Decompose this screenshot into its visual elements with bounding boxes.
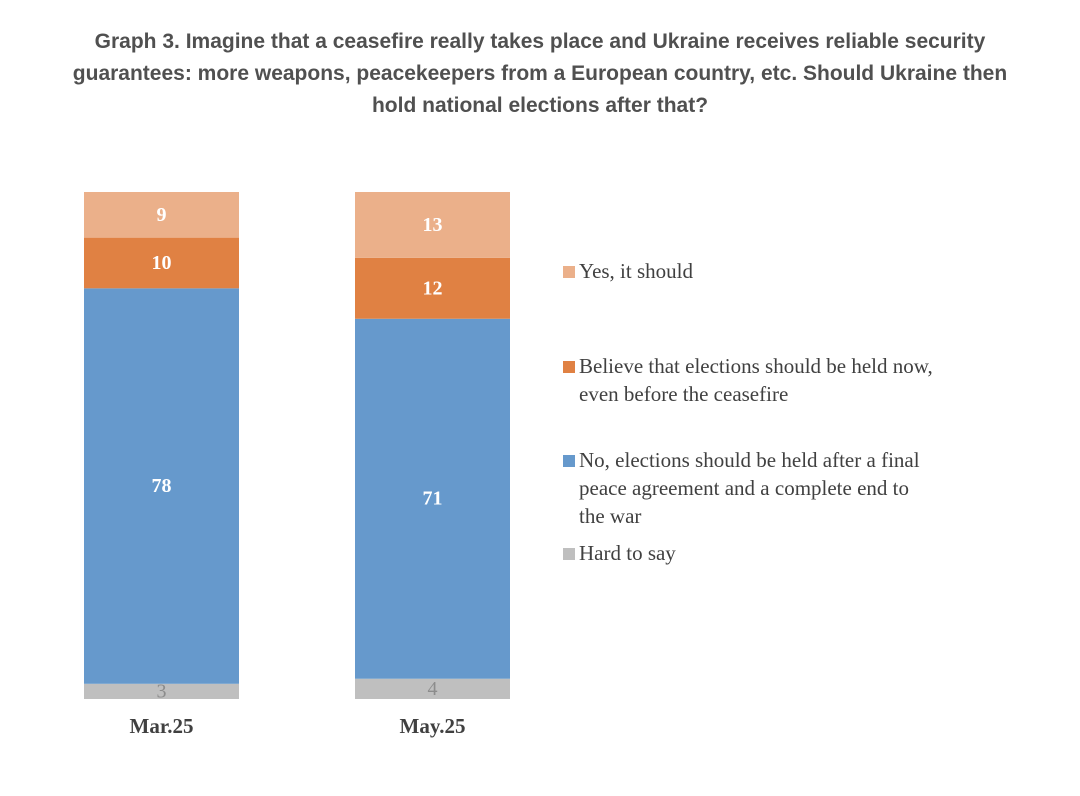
data-label: 13 — [423, 214, 443, 236]
data-label: 3 — [157, 680, 167, 702]
legend-swatch — [563, 266, 575, 278]
legend-label: No, elections should be held after a fin… — [579, 448, 920, 528]
bar-segment — [84, 288, 239, 684]
legend-item: Hard to say — [560, 539, 1030, 567]
bar-segment — [355, 192, 510, 258]
legend-label: Believe that elections should be held no… — [579, 354, 933, 406]
legend-swatch — [563, 455, 575, 467]
legend-item: Believe that elections should be held no… — [560, 352, 1030, 408]
legend-item: Yes, it should — [560, 257, 1030, 285]
chart-title-line: Graph 3. Imagine that a ceasefire really… — [94, 30, 986, 53]
bar-segment — [84, 683, 239, 699]
category-label: May.25 — [400, 714, 466, 738]
bar-segment — [355, 678, 510, 699]
category-label: Mar.25 — [130, 714, 194, 738]
legend-swatch — [563, 361, 575, 373]
data-label: 78 — [152, 475, 172, 497]
data-label: 10 — [152, 252, 172, 274]
bar-segment — [355, 257, 510, 319]
chart-title: Graph 3. Imagine that a ceasefire really… — [20, 26, 1060, 122]
bar-segment — [84, 237, 239, 289]
legend-swatch — [563, 548, 575, 560]
chart-title-line: hold national elections after that? — [371, 94, 709, 117]
data-label: 71 — [423, 488, 443, 510]
bar-segment — [355, 318, 510, 679]
bar-segment — [84, 192, 239, 238]
data-label: 4 — [428, 678, 438, 700]
legend-label: Yes, it should — [579, 259, 693, 283]
legend-item: No, elections should be held after a fin… — [560, 446, 1030, 530]
data-label: 12 — [423, 277, 443, 299]
chart-title-line: guarantees: more weapons, peacekeepers f… — [72, 62, 1008, 85]
data-label: 9 — [157, 204, 167, 226]
legend-label: Hard to say — [579, 541, 676, 565]
